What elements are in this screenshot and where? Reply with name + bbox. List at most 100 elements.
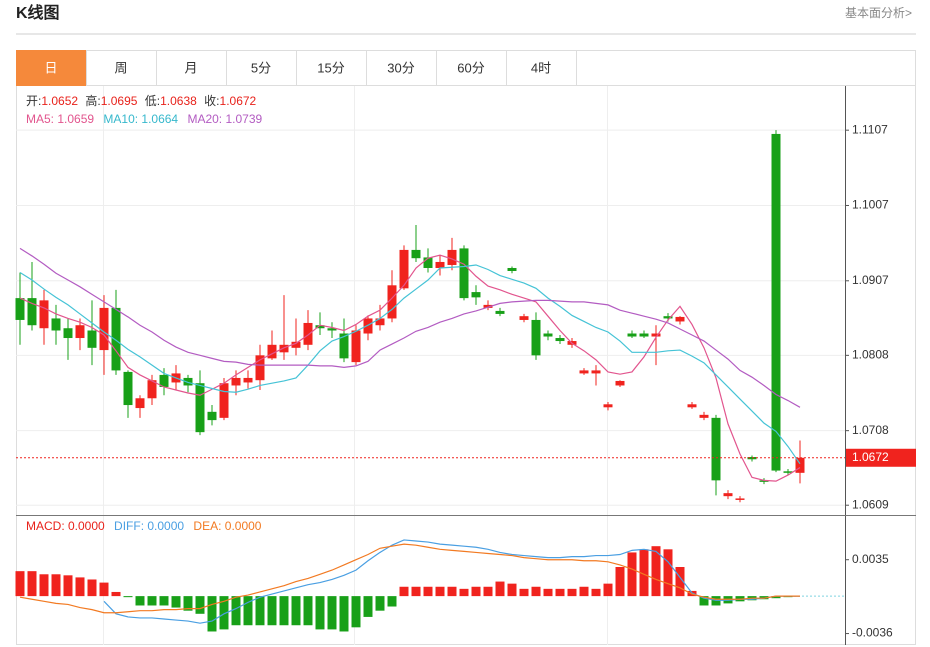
candle-body: [675, 316, 685, 322]
macd-bar: [51, 574, 61, 597]
candle-body: [351, 330, 361, 363]
tab-label[interactable]: 5分: [251, 60, 271, 75]
tab[interactable]: [156, 50, 227, 86]
indicator-line: [19, 264, 801, 465]
low-value: 1.0638: [160, 94, 197, 108]
tab[interactable]: [436, 50, 507, 86]
candle-body: [507, 267, 517, 271]
macd-bar: [123, 596, 133, 598]
tab-label[interactable]: 4时: [531, 60, 551, 75]
macd-bar: [219, 596, 229, 630]
tab[interactable]: [86, 50, 157, 86]
candle-body: [267, 344, 277, 359]
candle-body: [39, 300, 49, 329]
macd-bar: [567, 588, 577, 597]
macd-bar: [291, 596, 301, 626]
candle-body: [651, 333, 661, 337]
macd-bar: [135, 596, 145, 606]
ma5-label: MA5:: [26, 112, 57, 126]
tab-label[interactable]: 15分: [317, 60, 344, 75]
macd-bar: [651, 546, 661, 597]
candle-body: [459, 248, 469, 299]
indicator-line: [103, 539, 800, 624]
page-title: K线图: [16, 3, 60, 22]
y-tick-label: 1.0808: [852, 348, 889, 362]
diff-label: DIFF:: [114, 519, 147, 533]
macd-bar: [207, 596, 217, 632]
candle-body: [783, 471, 793, 473]
last-price-tag: [846, 448, 916, 467]
indicator-line: [19, 543, 800, 614]
macd-bar: [507, 583, 517, 597]
candle-body: [399, 249, 409, 289]
candle-body: [75, 325, 85, 339]
candle-body: [231, 377, 241, 386]
candle-body: [339, 333, 349, 359]
macd-bar: [663, 549, 673, 597]
diff-value: 0.0000: [147, 519, 184, 533]
high-value: 1.0695: [101, 94, 138, 108]
macd-bar: [327, 596, 337, 630]
last-price-label: 1.0672: [852, 450, 889, 464]
macd-bar: [183, 596, 193, 611]
candle-body: [591, 370, 601, 374]
tab-bar: 日 周 月 5分 15分 30分 60分 4时: [16, 50, 577, 86]
macd-bar: [243, 596, 253, 626]
close-label: 收:: [204, 94, 219, 108]
tab[interactable]: [506, 50, 577, 86]
macd-bar: [303, 596, 313, 626]
open-value: 1.0652: [41, 94, 78, 108]
candle-body: [111, 307, 121, 371]
indicator-line: [19, 254, 801, 482]
macd-value: 0.0000: [68, 519, 105, 533]
candle-body: [135, 398, 145, 409]
candle-body: [243, 377, 253, 383]
ma20-label: MA20:: [187, 112, 225, 126]
tab-label[interactable]: 60分: [457, 60, 484, 75]
candle-body: [207, 411, 217, 421]
macd-bar: [267, 596, 277, 626]
macd-bar: [63, 575, 73, 597]
candle-body: [447, 249, 457, 265]
y-tick-label: 1.0708: [852, 423, 889, 437]
candle-body: [639, 333, 649, 337]
macd-bar: [87, 579, 97, 597]
candle-body: [411, 249, 421, 259]
macd-bar: [27, 571, 37, 597]
macd-bar: [399, 586, 409, 597]
macd-bar: [471, 586, 481, 597]
macd-bar: [195, 596, 205, 614]
candle-body: [183, 377, 193, 386]
macd-bar: [39, 574, 49, 597]
candle-body: [291, 341, 301, 348]
candle-body: [387, 285, 397, 319]
tab-label[interactable]: 周: [114, 60, 127, 75]
macd-bar: [75, 577, 85, 597]
macd-bar: [15, 571, 25, 597]
macd-bar: [279, 596, 289, 626]
candle-body: [555, 338, 565, 342]
tab[interactable]: [16, 50, 87, 86]
macd-bar: [531, 586, 541, 597]
tab[interactable]: [226, 50, 297, 86]
chart-frame: [16, 50, 916, 645]
tab[interactable]: [366, 50, 437, 86]
macd-bar: [351, 596, 361, 628]
candle-body: [15, 298, 25, 320]
ma-info: MA5: 1.0659 MA10: 1.0664 MA20: 1.0739: [26, 112, 262, 126]
candle-body: [699, 414, 709, 418]
macd-bar: [231, 596, 241, 626]
macd-bar: [603, 583, 613, 597]
candle-body: [627, 333, 637, 337]
dea-label: DEA:: [193, 519, 224, 533]
open-label: 开:: [26, 94, 41, 108]
tab-label[interactable]: 30分: [387, 60, 414, 75]
candle-body: [483, 304, 493, 308]
candle-body: [327, 328, 337, 331]
y-tick-label: -0.0036: [852, 626, 893, 640]
tab-label[interactable]: 月: [184, 60, 197, 75]
y-tick-label: 1.0609: [852, 497, 889, 511]
tab-label[interactable]: 日: [44, 60, 57, 75]
fundamental-link[interactable]: 基本面分析>: [845, 6, 912, 20]
